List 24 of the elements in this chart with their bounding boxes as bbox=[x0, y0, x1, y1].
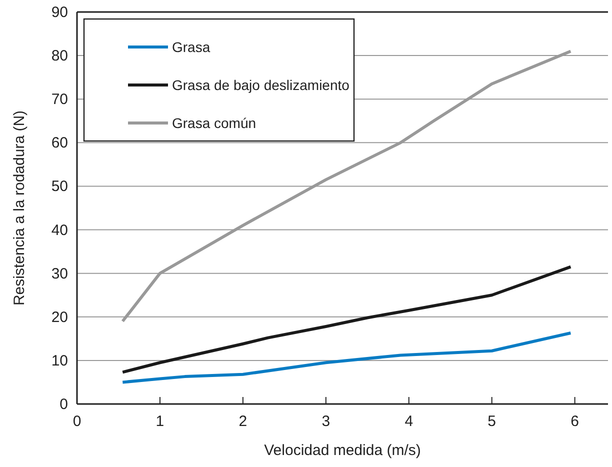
x-tick-label: 1 bbox=[156, 413, 164, 430]
y-tick-label: 20 bbox=[51, 308, 68, 326]
x-tick-label: 2 bbox=[238, 413, 248, 430]
y-tick-label: 50 bbox=[51, 178, 68, 196]
x-tick-label: 5 bbox=[488, 413, 496, 430]
x-tick-label: 0 bbox=[72, 413, 82, 430]
x-tick-label: 6 bbox=[570, 413, 579, 430]
legend-label: Grasa común bbox=[172, 115, 256, 131]
y-tick-label: 80 bbox=[51, 48, 68, 65]
y-tick-label: 60 bbox=[51, 134, 68, 152]
x-axis-title: Velocidad medida (m/s) bbox=[264, 442, 421, 459]
y-tick-label: 40 bbox=[51, 222, 68, 239]
y-tick-label: 70 bbox=[51, 91, 68, 108]
y-tick-label: 10 bbox=[51, 352, 68, 370]
y-tick-label: 0 bbox=[60, 396, 68, 413]
x-tick-label: 4 bbox=[404, 413, 414, 430]
line-series bbox=[121, 265, 572, 374]
x-tick-label: 3 bbox=[322, 413, 330, 430]
legend-label: Grasa de bajo deslizamiento bbox=[172, 77, 350, 93]
legend-label: Grasa bbox=[172, 39, 210, 55]
y-tick-label: 30 bbox=[51, 265, 68, 282]
y-axis-title: Resistencia a la rodadura (N) bbox=[11, 110, 28, 306]
line-series bbox=[121, 332, 572, 384]
y-tick-label: 90 bbox=[51, 4, 68, 21]
